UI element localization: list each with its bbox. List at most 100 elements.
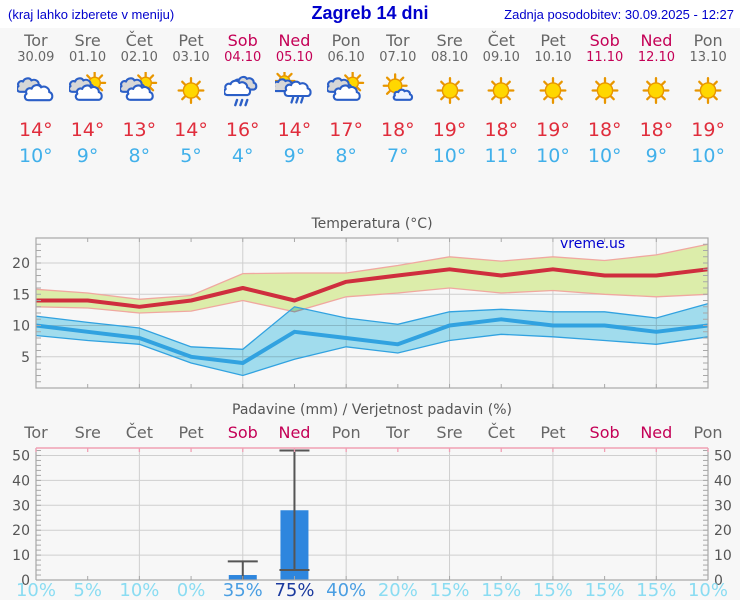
day-date: 07.10 <box>379 50 417 65</box>
precip-day-label: Pon <box>693 423 722 442</box>
precip-day-label: Pon <box>332 423 361 442</box>
day-date: 03.10 <box>172 50 210 65</box>
max-temp-value: 19° <box>536 119 570 141</box>
precip-ytick-label-left: 0 <box>21 573 30 589</box>
min-temp-value: 8° <box>335 145 357 167</box>
precip-ytick-label-right: 30 <box>714 498 732 514</box>
min-temp-value: 11° <box>484 145 519 167</box>
day-name: Pet <box>178 31 204 50</box>
day-name: Pon <box>331 31 361 50</box>
precip-ytick-label-right: 50 <box>714 448 732 464</box>
day-name: Sre <box>74 31 101 50</box>
rain-icon <box>217 65 269 116</box>
precip-probability-label: 20% <box>378 580 418 600</box>
precipitation-chart: Padavine (mm) / Verjetnost padavin (%) To… <box>12 402 732 600</box>
precip-day-label: Tor <box>385 423 410 442</box>
temp-ytick-label: 20 <box>12 256 30 272</box>
day-column[interactable]: Sre 08.10 19° 10° <box>424 31 476 169</box>
precip-ytick-label-left: 20 <box>12 523 30 539</box>
sunny-icon <box>631 65 683 116</box>
precip-probability-label: 10% <box>119 580 159 600</box>
precip-day-label: Sob <box>228 423 258 442</box>
day-name: Sre <box>436 31 463 50</box>
precip-ytick-label-right: 10 <box>714 548 732 564</box>
precip-day-label: Pet <box>540 423 565 442</box>
precip-ytick-label-right: 40 <box>714 473 732 489</box>
day-column[interactable]: Sob 11.10 18° 10° <box>579 31 631 169</box>
day-column[interactable]: Čet 02.10 13° 8° <box>113 31 165 169</box>
day-column[interactable]: Pon 13.10 19° 10° <box>682 31 734 169</box>
precip-probability-label: 15% <box>430 580 470 600</box>
sun-rain-icon <box>269 65 321 116</box>
sunny-icon <box>475 65 527 116</box>
precip-probability-label: 15% <box>481 580 521 600</box>
temp-ytick-label: 5 <box>21 350 30 366</box>
day-name: Čet <box>487 31 515 50</box>
min-temp-value: 5° <box>180 145 202 167</box>
forecast-strip: Tor 30.09 14° 10° Sre 01.10 14° 9° Čet 02.10 13… <box>10 31 734 169</box>
max-temp-value: 16° <box>225 119 260 141</box>
vreme-us-watermark-link[interactable]: vreme.us <box>560 236 625 252</box>
day-column[interactable]: Sob 04.10 16° 4° <box>217 31 269 169</box>
day-date: 04.10 <box>224 50 262 65</box>
min-temp-value: 10° <box>19 145 53 167</box>
cloudy-icon <box>10 65 62 116</box>
max-temp-value: 14° <box>70 119 105 141</box>
partly-cloudy-icon <box>113 65 165 116</box>
precip-day-label: Sre <box>75 423 101 442</box>
temp-chart-title: Temperatura (°C) <box>310 216 432 232</box>
max-temp-value: 18° <box>484 119 519 141</box>
max-temp-value: 13° <box>122 119 157 141</box>
precip-chart-title: Padavine (mm) / Verjetnost padavin (%) <box>232 402 512 418</box>
precip-day-label: Ned <box>640 423 672 442</box>
page-title: Zagreb 14 dni <box>311 3 429 23</box>
day-date: 01.10 <box>68 50 107 65</box>
day-date: 05.10 <box>275 50 314 65</box>
day-name: Tor <box>24 31 48 50</box>
precip-probability-label: 15% <box>636 580 676 600</box>
day-name: Tor <box>386 31 410 50</box>
min-temp-value: 9° <box>645 145 668 167</box>
precip-ytick-label-left: 50 <box>12 448 30 464</box>
day-date: 09.10 <box>482 50 520 65</box>
precip-ytick-label-left: 40 <box>12 473 30 489</box>
day-name: Ned <box>278 31 311 50</box>
day-column[interactable]: Tor 07.10 18° 7° <box>372 31 424 169</box>
max-temp-value: 19° <box>432 119 467 141</box>
day-column[interactable]: Čet 09.10 18° 11° <box>475 31 527 169</box>
sunny-icon <box>579 65 631 116</box>
precip-day-label: Pet <box>178 423 203 442</box>
max-temp-value: 18° <box>639 119 674 141</box>
partly-cloudy-icon <box>62 65 114 116</box>
day-column[interactable]: Sre 01.10 14° 9° <box>62 31 114 169</box>
day-name: Pet <box>540 31 566 50</box>
mostly-sunny-icon <box>372 65 424 116</box>
day-column[interactable]: Pet 03.10 14° 5° <box>165 31 217 169</box>
min-temp-value: 10° <box>432 145 467 167</box>
precip-probability-label: 40% <box>326 580 366 600</box>
precip-ytick-label-right: 0 <box>714 573 723 589</box>
day-name: Čet <box>125 31 153 50</box>
day-column[interactable]: Ned 12.10 18° 9° <box>631 31 683 169</box>
day-date: 13.10 <box>689 50 727 65</box>
precip-probability-label: 10% <box>16 580 56 600</box>
max-temperature-line <box>36 267 709 309</box>
sunny-icon <box>682 65 734 116</box>
max-temp-value: 14° <box>174 119 208 141</box>
day-column[interactable]: Ned 05.10 14° 9° <box>269 31 321 169</box>
precip-probability-label: 0% <box>177 580 206 600</box>
day-column[interactable]: Pon 06.10 17° 8° <box>320 31 372 169</box>
min-temp-value: 10° <box>691 145 725 167</box>
precip-probability-label: 5% <box>73 580 102 600</box>
day-column[interactable]: Tor 30.09 14° 10° <box>10 31 62 169</box>
sunny-icon <box>165 65 217 116</box>
min-temp-value: 10° <box>536 145 570 167</box>
max-temp-value: 17° <box>329 119 363 141</box>
day-column[interactable]: Pet 10.10 19° 10° <box>527 31 579 169</box>
day-name: Pon <box>693 31 723 50</box>
precip-day-label: Tor <box>23 423 48 442</box>
temperature-chart: Temperatura (°C) 5 10 15 20 vreme.us <box>12 216 709 389</box>
precip-probability-label: 75% <box>274 580 314 600</box>
sunny-icon <box>527 65 579 116</box>
precip-probability-label: 15% <box>585 580 625 600</box>
